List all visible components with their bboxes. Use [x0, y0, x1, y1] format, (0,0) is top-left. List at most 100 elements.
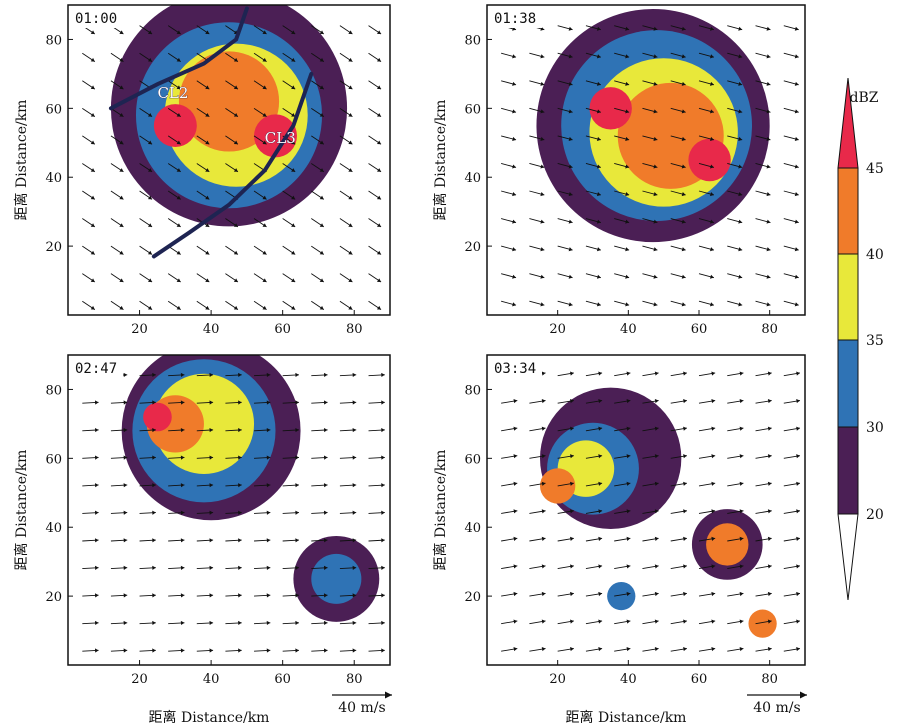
panels-group: CL2 CL3 01:00 20 40 60 80 20 40 60 80 距离 Distance/k… [13, 4, 806, 726]
plot-frame [486, 354, 806, 666]
wind-arrow-head [319, 195, 324, 200]
y-tick-label: 80 [45, 383, 62, 398]
wind-arrow-head [626, 509, 631, 514]
wind-arrow-head [681, 109, 686, 114]
wind-arrow-head [653, 302, 658, 307]
wind-arrow-head [123, 593, 128, 598]
wind-arrow-head [90, 195, 95, 200]
wind-arrow-head [152, 620, 156, 626]
wind-arrow-head [796, 399, 800, 404]
wind-arrow-head [794, 274, 799, 279]
wind-arrow-head [796, 619, 800, 624]
wind-arrow-head [766, 164, 771, 169]
wind-arrow-head [681, 219, 686, 224]
wind-arrow-head [291, 168, 296, 172]
wind-arrow-head [348, 223, 353, 227]
wind-arrow-head [596, 26, 601, 31]
wind-arrow-head [119, 278, 124, 283]
wind-arrow-head [739, 454, 744, 459]
wind-arrow-head [626, 619, 631, 624]
colorbar-tick-label: 35 [866, 333, 884, 349]
wind-arrow-head [512, 274, 517, 279]
wind-arrow-head [319, 305, 324, 310]
wind-arrow-head [540, 81, 545, 86]
panel-timestamp: 01:00 [75, 11, 117, 27]
wind-arrow-head [119, 305, 124, 310]
wind-arrow-head [266, 593, 271, 598]
wind-arrow-head [376, 140, 382, 145]
wind-arrow-head [738, 219, 743, 224]
wind-arrow-head [796, 564, 800, 569]
wind-arrow-head [794, 192, 799, 197]
wind-arrow-head [147, 30, 153, 35]
convergence-line [108, 6, 249, 111]
wind-arrow-head [238, 620, 242, 626]
wind-arrow-head [683, 481, 687, 486]
wind-arrow-head [376, 85, 382, 90]
wind-arrow-head [541, 619, 546, 624]
wind-arrow-head [123, 427, 128, 433]
wind-arrow-head [205, 223, 210, 227]
wind-arrow-head [291, 140, 296, 145]
wind-arrow-head [238, 565, 242, 570]
wind-arrow-head [767, 619, 772, 624]
wind-arrow-head [238, 427, 242, 433]
wind-arrow-head [540, 302, 545, 307]
wind-arrow-head [794, 26, 799, 31]
wind-arrow-head [767, 647, 772, 652]
wind-arrow-head [570, 591, 574, 597]
wind-arrow-head [767, 591, 772, 597]
wind-arrow-head [653, 54, 658, 59]
wind-arrow-head [90, 250, 95, 255]
wind-arrow-head [291, 305, 296, 310]
wind-vectors [82, 25, 382, 310]
wind-arrow-head [568, 164, 573, 169]
wind-arrow-head [596, 54, 601, 59]
wind-arrow-head [570, 426, 574, 431]
wind-arrow-head [626, 536, 631, 541]
wind-arrow-head [266, 400, 271, 405]
wind-arrow-head [513, 509, 518, 514]
wind-arrow-head [541, 536, 546, 541]
wind-arrow-head [323, 620, 328, 626]
wind-arrow-head [147, 112, 153, 117]
wind-arrow-head [295, 427, 299, 433]
wind-arrow-head [568, 219, 573, 224]
wind-arrow-head [291, 195, 296, 200]
wind-arrow-head [352, 455, 357, 460]
wind-arrow-head [348, 278, 353, 283]
wind-arrow-head [739, 536, 744, 541]
wind-arrow-head [541, 564, 546, 569]
x-tick-label: 20 [549, 672, 566, 687]
x-tick-label: 60 [691, 672, 708, 687]
wind-arrow-head [541, 591, 546, 597]
wind-arrow-head [319, 278, 324, 283]
wind-arrow-head [238, 400, 242, 405]
wind-arrow-head [625, 164, 630, 169]
wind-arrow-head [739, 564, 744, 569]
plot-frame [67, 354, 391, 666]
wind-arrow-head [738, 274, 743, 279]
wind-arrow-head [94, 648, 99, 653]
wind-arrow-head [794, 302, 799, 307]
wind-arrow-head [176, 57, 181, 62]
x-tick-label: 40 [620, 672, 637, 687]
wind-arrow-head [513, 481, 518, 486]
wind-arrow-head [625, 302, 630, 307]
wind-arrow-head [262, 305, 267, 310]
wind-arrow-head [295, 483, 299, 488]
wind-arrow-head [381, 593, 385, 598]
wind-arrow-head [209, 648, 214, 653]
colorbar-tick-label: 20 [866, 507, 884, 523]
wind-arrow-head [540, 109, 545, 114]
wind-arrow-head [147, 57, 153, 62]
wind-arrow-head [654, 647, 659, 652]
wind-arrow-head [596, 192, 601, 197]
colorbar-bottom-extension [837, 513, 859, 601]
wind-arrow-head [541, 454, 546, 459]
wind-arrow-head [625, 247, 630, 252]
x-tick-label: 20 [549, 322, 566, 337]
wind-arrow-head [540, 164, 545, 169]
wind-arrow-head [709, 219, 714, 224]
y-tick-label: 80 [464, 33, 481, 48]
